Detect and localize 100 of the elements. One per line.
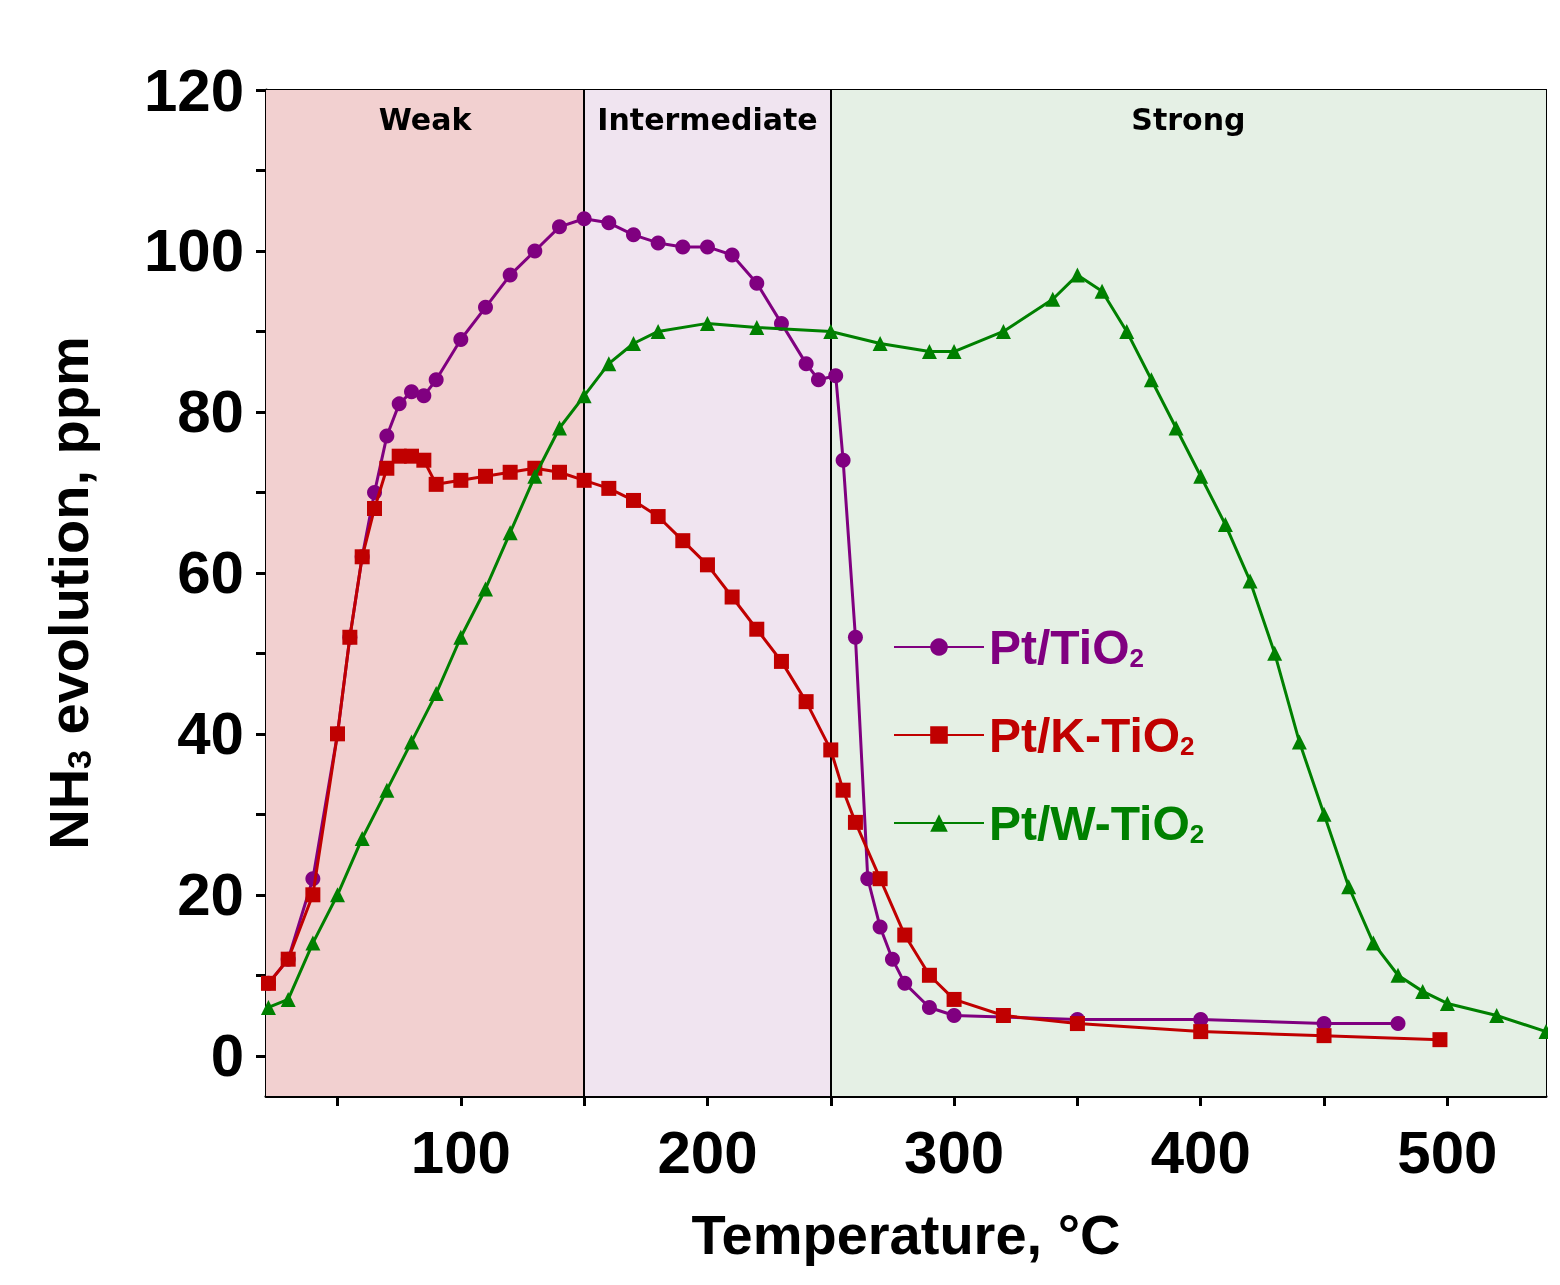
point [428,372,444,388]
point [552,219,567,235]
point [453,472,469,488]
point [478,468,493,484]
point [416,452,432,468]
point [828,368,844,384]
point [1316,806,1332,822]
y-axis-title: NH3 evolution, ppm [36,336,100,850]
point [527,468,543,484]
point [1119,323,1135,339]
legend-label: Pt/W-TiO2 [989,796,1205,850]
point [724,247,740,263]
point [847,629,863,645]
point [305,935,321,951]
point [1143,372,1159,388]
point [995,323,1011,339]
y-tick-label: 40 [177,700,244,768]
point [1489,1008,1505,1024]
point [428,476,444,492]
point [872,871,888,887]
x-tick-label: 400 [1150,1118,1251,1186]
point [260,999,276,1015]
point [551,420,567,436]
point [601,356,617,372]
point [650,509,666,525]
point [354,830,370,846]
point [810,372,826,388]
point [798,356,814,372]
point [1045,291,1061,307]
point [650,235,666,251]
point [1439,995,1455,1011]
point [724,589,740,605]
y-tick-label: 60 [177,539,244,607]
point [576,388,592,404]
point [675,239,691,255]
point [1390,967,1406,983]
point [551,464,567,480]
point [1193,468,1209,484]
point [576,211,592,227]
y-tick-label: 100 [143,217,244,285]
point [1069,267,1085,283]
legend-label: Pt/TiO2 [989,620,1144,674]
point [625,492,641,508]
point [921,344,937,360]
point [798,694,814,710]
y-tick-label: 20 [177,861,244,929]
x-axis-title: Temperature, °C [691,1202,1121,1266]
point [1168,420,1184,436]
point [1069,1016,1085,1032]
point [749,319,765,335]
point [773,653,789,669]
point [453,331,469,347]
point [749,621,765,637]
point [601,215,617,231]
x-tick-label: 100 [410,1118,511,1186]
point [404,734,420,750]
point [527,243,543,259]
point [835,452,851,468]
point [699,557,715,573]
point [946,344,962,360]
point [1341,879,1357,895]
point [823,742,839,758]
point [280,991,296,1007]
point [502,267,518,283]
point [872,336,888,352]
y-tick-label: 80 [177,378,244,446]
band-label: Intermediate [597,101,818,137]
point [699,315,715,331]
point [502,525,518,541]
point [379,428,395,444]
point [391,396,407,412]
point [502,464,518,480]
x-tick-label: 200 [657,1118,758,1186]
band-label: Weak [378,101,473,137]
point [1291,734,1307,750]
point [478,581,493,597]
point [601,480,617,496]
x-tick-label: 500 [1397,1118,1498,1186]
point [921,999,937,1015]
point [675,533,691,549]
point [699,239,715,255]
point [946,991,962,1007]
point [478,299,493,315]
point [650,323,666,339]
point [921,967,937,983]
point [416,388,432,404]
point [1193,1024,1209,1040]
point [404,384,420,400]
band-label: Strong [1131,101,1246,137]
point [625,227,641,243]
point [1242,573,1258,589]
point [847,814,863,830]
point [379,460,395,476]
point [428,686,444,702]
point [1365,935,1381,951]
point [1432,1032,1448,1048]
point [884,951,900,967]
point [330,887,346,903]
point [1415,983,1431,999]
point [305,887,321,903]
